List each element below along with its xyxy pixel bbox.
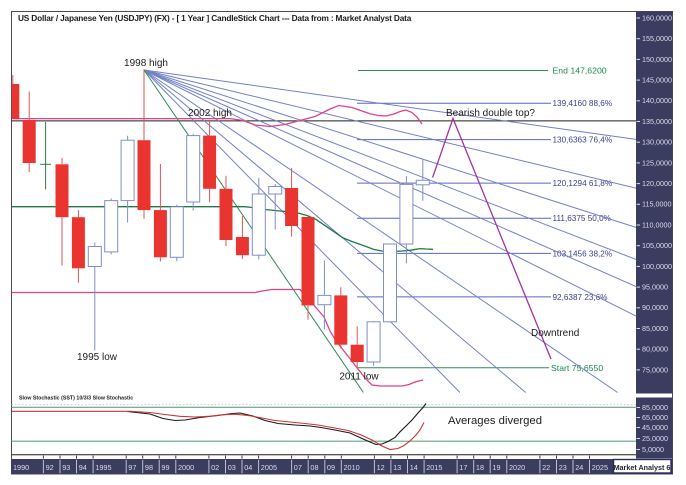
svg-text:45,0000: 45,0000 — [642, 423, 668, 432]
svg-text:Slow Stochastic (SST) 10/3/3 S: Slow Stochastic (SST) 10/3/3 Slow Stocha… — [19, 396, 133, 402]
svg-text:13: 13 — [393, 463, 401, 472]
svg-text:2015: 2015 — [426, 463, 442, 472]
svg-text:97: 97 — [128, 463, 136, 472]
svg-text:2010: 2010 — [344, 463, 360, 472]
svg-text:1998 high: 1998 high — [124, 58, 168, 69]
svg-text:09: 09 — [327, 463, 335, 472]
svg-text:02: 02 — [211, 463, 219, 472]
svg-text:85,0000: 85,0000 — [642, 403, 668, 412]
svg-text:92,6387 23,6%: 92,6387 23,6% — [553, 293, 608, 302]
svg-text:2005: 2005 — [261, 463, 277, 472]
svg-text:100,0000: 100,0000 — [642, 262, 672, 271]
svg-text:80,0000: 80,0000 — [642, 345, 668, 354]
svg-text:US Dollar / Japanese Yen (USDJ: US Dollar / Japanese Yen (USDJPY) (FX) -… — [18, 13, 412, 23]
svg-text:23: 23 — [559, 463, 567, 472]
svg-text:99: 99 — [161, 463, 169, 472]
svg-text:139,4160 88,6%: 139,4160 88,6% — [553, 99, 613, 108]
svg-text:65,0000: 65,0000 — [642, 413, 668, 422]
svg-text:85,0000: 85,0000 — [642, 324, 668, 333]
svg-text:2020: 2020 — [509, 463, 525, 472]
svg-text:111,6375 50,0%: 111,6375 50,0% — [553, 214, 611, 223]
svg-text:12: 12 — [377, 463, 385, 472]
svg-text:08: 08 — [310, 463, 318, 472]
svg-text:98: 98 — [145, 463, 153, 472]
svg-text:07: 07 — [294, 463, 302, 472]
svg-text:Market Analyst 6: Market Analyst 6 — [614, 463, 671, 472]
svg-text:94: 94 — [79, 463, 87, 472]
svg-text:92: 92 — [46, 463, 54, 472]
svg-text:120,0000: 120,0000 — [642, 179, 672, 188]
svg-text:19: 19 — [492, 463, 500, 472]
svg-text:2025: 2025 — [592, 463, 608, 472]
svg-text:1990: 1990 — [13, 463, 29, 472]
svg-text:5,0000: 5,0000 — [642, 445, 664, 454]
svg-text:Start 75,6550: Start 75,6550 — [551, 363, 603, 373]
svg-text:120,1294 61,8%: 120,1294 61,8% — [553, 179, 613, 188]
svg-text:95,0000: 95,0000 — [642, 283, 668, 292]
svg-text:145,0000: 145,0000 — [642, 76, 672, 85]
svg-text:150,0000: 150,0000 — [642, 55, 672, 64]
svg-text:Downtrend: Downtrend — [531, 328, 579, 339]
svg-text:125,0000: 125,0000 — [642, 158, 672, 167]
svg-text:2000: 2000 — [178, 463, 194, 472]
svg-text:130,0000: 130,0000 — [642, 138, 672, 147]
svg-text:105,0000: 105,0000 — [642, 241, 672, 250]
svg-text:24: 24 — [575, 463, 583, 472]
svg-text:110,0000: 110,0000 — [642, 220, 671, 229]
svg-text:22: 22 — [542, 463, 550, 472]
svg-text:25,0000: 25,0000 — [642, 434, 668, 443]
svg-text:End 147,6200: End 147,6200 — [553, 66, 607, 76]
svg-text:14: 14 — [410, 463, 418, 472]
svg-text:155,0000: 155,0000 — [642, 34, 672, 43]
svg-text:115,0000: 115,0000 — [642, 200, 671, 209]
svg-text:75,0000: 75,0000 — [642, 365, 668, 374]
svg-text:17: 17 — [459, 463, 467, 472]
svg-text:1995: 1995 — [95, 463, 111, 472]
svg-text:Averages diverged: Averages diverged — [448, 415, 542, 427]
svg-text:135,0000: 135,0000 — [642, 117, 672, 126]
svg-text:Bearish double top?: Bearish double top? — [446, 108, 535, 119]
svg-text:93: 93 — [62, 463, 70, 472]
svg-text:140,0000: 140,0000 — [642, 96, 672, 105]
svg-text:1995 low: 1995 low — [77, 352, 118, 363]
svg-text:130,6363 76,4%: 130,6363 76,4% — [553, 136, 613, 145]
svg-text:04: 04 — [244, 463, 252, 472]
svg-text:90,0000: 90,0000 — [642, 303, 668, 312]
svg-text:103,1456 38,2%: 103,1456 38,2% — [553, 249, 613, 258]
svg-text:160,0000: 160,0000 — [642, 13, 672, 22]
svg-text:2011 low: 2011 low — [339, 372, 379, 383]
svg-text:18: 18 — [476, 463, 484, 472]
svg-text:03: 03 — [228, 463, 236, 472]
svg-text:2002 high: 2002 high — [188, 108, 232, 119]
